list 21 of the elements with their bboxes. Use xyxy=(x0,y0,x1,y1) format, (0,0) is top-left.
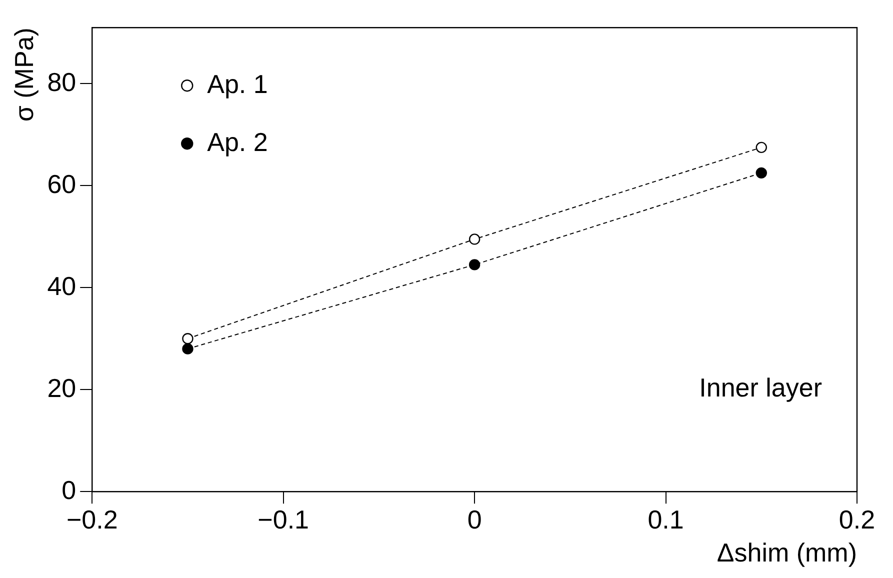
point xyxy=(756,142,767,154)
x-axis-title: Δshim (mm) xyxy=(716,538,857,568)
legend-label: Ap. 2 xyxy=(207,126,268,157)
x-tick-label: −0.2 xyxy=(66,504,118,534)
point xyxy=(182,333,194,344)
point xyxy=(468,234,480,245)
x-tick-label: 0 xyxy=(467,504,482,534)
point xyxy=(756,167,767,179)
y-tick-label: 0 xyxy=(62,474,76,505)
y-axis-title: σ (MPa) xyxy=(8,28,39,122)
y-tick-label: 40 xyxy=(47,270,76,301)
y-tick-label: 60 xyxy=(47,168,76,199)
point xyxy=(468,259,480,270)
annotation: Inner layer xyxy=(699,372,822,403)
y-tick-label: 80 xyxy=(47,66,76,97)
y-tick-label: 20 xyxy=(47,372,76,403)
point xyxy=(182,343,194,354)
x-tick-label: 0.1 xyxy=(648,504,684,534)
x-tick-label: 0.2 xyxy=(838,504,876,534)
x-tick-label: −0.1 xyxy=(258,504,310,534)
legend-label: Ap. 1 xyxy=(207,68,268,99)
